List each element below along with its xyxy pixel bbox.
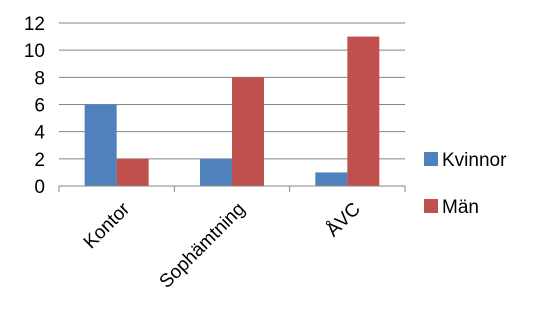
x-category-label: ÅVC	[322, 199, 364, 241]
bar-ÅVC-Män	[347, 36, 380, 187]
x-category-label: Kontor	[80, 198, 135, 253]
y-tick-label-2: 2	[34, 150, 45, 171]
legend-label-Män: Män	[442, 197, 479, 218]
y-tick-label-10: 10	[24, 41, 45, 62]
y-tick-label-12: 12	[24, 14, 45, 35]
y-tick-label-0: 0	[34, 177, 45, 198]
x-axis-category-labels: Kontor Sophämtning ÅVC	[80, 198, 365, 292]
y-tick-label-4: 4	[34, 123, 45, 144]
y-tick-label-8: 8	[34, 68, 45, 89]
legend-label-Kvinnor: Kvinnor	[442, 150, 507, 171]
bar-Kontor-Kvinnor	[84, 104, 117, 186]
bar-Sophämtning-Män	[232, 77, 264, 186]
bars	[58, 36, 406, 192]
bar-Sophämtning-Kvinnor	[200, 158, 232, 186]
legend: Kvinnor Män	[424, 150, 507, 218]
bar-ÅVC-Kvinnor	[315, 172, 348, 186]
legend-swatch-Kvinnor	[424, 152, 438, 166]
legend-swatch-Män	[424, 199, 438, 213]
bar-Kontor-Män	[116, 158, 149, 186]
y-tick-label-6: 6	[34, 96, 45, 117]
x-category-label: Sophämtning	[156, 199, 250, 293]
y-axis-tick-labels: 0 2 4 6 8 10 12	[24, 14, 46, 198]
